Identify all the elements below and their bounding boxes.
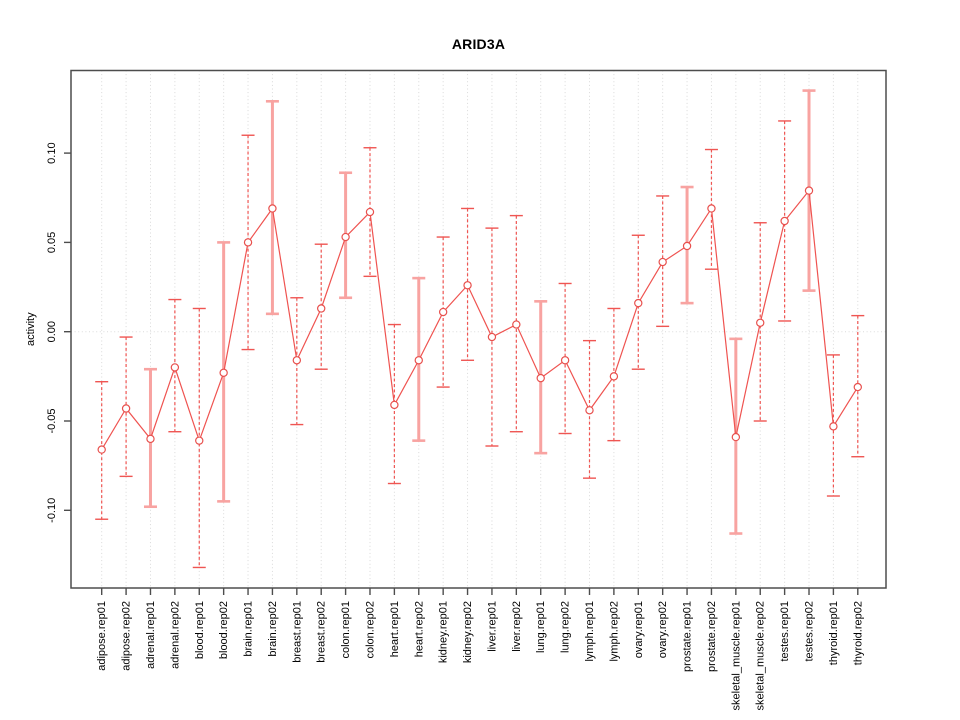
x-tick-label: ovary.rep02 bbox=[657, 601, 669, 658]
x-tick-label: lymph.rep02 bbox=[608, 601, 620, 662]
data-point bbox=[463, 281, 472, 290]
data-point bbox=[829, 422, 838, 431]
data-point bbox=[219, 368, 228, 377]
data-point bbox=[365, 207, 375, 217]
data-point bbox=[341, 232, 350, 242]
x-tick-label: thyroid.rep02 bbox=[852, 601, 864, 665]
x-tick-label: kidney.rep01 bbox=[438, 601, 450, 663]
data-point bbox=[682, 241, 692, 251]
data-point bbox=[170, 363, 180, 372]
data-point bbox=[756, 318, 765, 327]
data-point bbox=[268, 204, 277, 213]
x-tick-label: heart.rep01 bbox=[389, 601, 401, 657]
data-point bbox=[804, 186, 814, 195]
y-tick-label: 0.10 bbox=[46, 142, 58, 163]
x-tick-label: lymph.rep01 bbox=[584, 601, 596, 662]
x-tick-label: skeletal_muscle.rep02 bbox=[755, 601, 767, 710]
data-point bbox=[634, 298, 643, 308]
x-tick-label: prostate.rep01 bbox=[682, 601, 694, 672]
data-point bbox=[146, 434, 155, 444]
series-line bbox=[101, 189, 859, 450]
x-tick-label: adipose.rep01 bbox=[96, 601, 108, 671]
x-tick-label: liver.rep01 bbox=[486, 601, 498, 652]
chart-title: ARID3A bbox=[451, 36, 506, 52]
data-point bbox=[609, 372, 619, 381]
data-point bbox=[560, 356, 570, 365]
data-point bbox=[487, 332, 497, 342]
x-tick-label: skeletal_muscle.rep01 bbox=[730, 601, 742, 710]
x-tick-label: brain.rep02 bbox=[267, 601, 279, 657]
x-tick-label: blood.rep01 bbox=[194, 601, 206, 659]
data-point bbox=[292, 356, 302, 365]
x-tick-label: lung.rep02 bbox=[560, 601, 572, 653]
x-tick-label: adipose.rep02 bbox=[121, 601, 133, 671]
x-tick-label: prostate.rep02 bbox=[706, 601, 718, 672]
data-point bbox=[780, 216, 789, 226]
data-point bbox=[536, 373, 545, 383]
y-tick-label: 0.00 bbox=[46, 321, 58, 342]
y-tick-label: 0.05 bbox=[46, 232, 58, 253]
data-point bbox=[438, 307, 448, 317]
x-tick-label: testes.rep01 bbox=[779, 601, 791, 662]
x-tick-label: adrenal.rep01 bbox=[145, 601, 157, 669]
x-tick-label: ovary.rep01 bbox=[633, 601, 645, 658]
x-tick-label: blood.rep02 bbox=[218, 601, 230, 659]
x-tick-label: breast.rep02 bbox=[316, 601, 328, 663]
data-point bbox=[243, 238, 253, 247]
data-point bbox=[585, 406, 594, 415]
x-tick-label: thyroid.rep01 bbox=[828, 601, 840, 665]
data-point bbox=[195, 436, 204, 445]
data-point bbox=[853, 382, 862, 392]
x-tick-label: lung.rep01 bbox=[535, 601, 547, 653]
x-tick-label: adrenal.rep02 bbox=[169, 601, 181, 669]
x-tick-label: colon.rep01 bbox=[340, 601, 352, 659]
data-point bbox=[121, 404, 131, 413]
x-tick-label: heart.rep02 bbox=[413, 601, 425, 657]
x-tick-label: liver.rep02 bbox=[511, 601, 523, 652]
data-point bbox=[731, 432, 741, 442]
data-point bbox=[658, 257, 667, 267]
data-point bbox=[707, 204, 716, 213]
x-tick-label: testes.rep02 bbox=[804, 601, 816, 662]
data-point bbox=[512, 320, 521, 329]
data-point bbox=[414, 356, 423, 365]
data-point bbox=[390, 400, 399, 410]
data-point bbox=[97, 445, 106, 454]
plot-border bbox=[70, 69, 887, 589]
x-tick-label: kidney.rep02 bbox=[462, 601, 474, 663]
x-tick-label: breast.rep01 bbox=[291, 601, 303, 663]
x-tick-label: brain.rep01 bbox=[243, 601, 255, 657]
x-tick-label: colon.rep02 bbox=[365, 601, 377, 659]
y-tick-label: -0.10 bbox=[46, 498, 58, 523]
y-tick-label: -0.05 bbox=[46, 408, 58, 433]
data-point bbox=[317, 304, 326, 313]
